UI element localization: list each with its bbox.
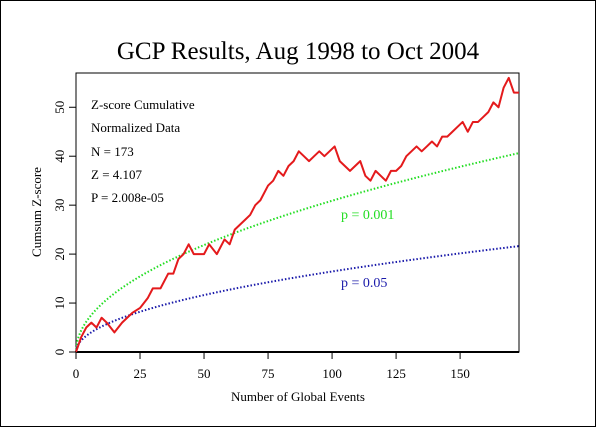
stats-line-3: N = 173 <box>91 144 134 159</box>
y-axis: 0 10 20 30 40 50 <box>52 101 76 355</box>
series-p05-envelope <box>75 245 520 353</box>
series-cumsum-line <box>75 76 519 353</box>
series-p001-envelope <box>75 152 520 353</box>
x-tick-label: 50 <box>198 366 211 381</box>
stats-line-2: Normalized Data <box>91 120 180 135</box>
stats-line-1: Z-score Cumulative <box>91 97 195 112</box>
y-tick-label: 10 <box>52 297 67 310</box>
p001-label: p = 0.001 <box>341 208 394 223</box>
x-tick-label: 75 <box>262 366 275 381</box>
x-tick-label: 125 <box>386 366 406 381</box>
stats-box: Z-score Cumulative Normalized Data N = 1… <box>91 97 195 205</box>
p05-label: p = 0.05 <box>341 276 387 291</box>
x-tick-label: 0 <box>73 366 80 381</box>
x-axis: 0 25 50 75 100 125 150 <box>73 352 470 381</box>
y-tick-label: 0 <box>52 349 67 356</box>
x-tick-label: 25 <box>134 366 147 381</box>
y-axis-label: Cumsum Z-score <box>29 167 44 257</box>
chart-title: GCP Results, Aug 1998 to Oct 2004 <box>117 38 480 65</box>
stats-line-5: P = 2.008e-05 <box>91 190 164 205</box>
x-axis-label: Number of Global Events <box>231 389 365 404</box>
y-tick-label: 40 <box>52 150 67 163</box>
y-tick-label: 20 <box>52 248 67 261</box>
plot-content <box>75 76 520 353</box>
y-tick-label: 50 <box>52 101 67 114</box>
stats-line-4: Z = 4.107 <box>91 167 143 182</box>
x-tick-label: 100 <box>322 366 342 381</box>
x-tick-label: 150 <box>450 366 470 381</box>
y-tick-label: 30 <box>52 199 67 212</box>
